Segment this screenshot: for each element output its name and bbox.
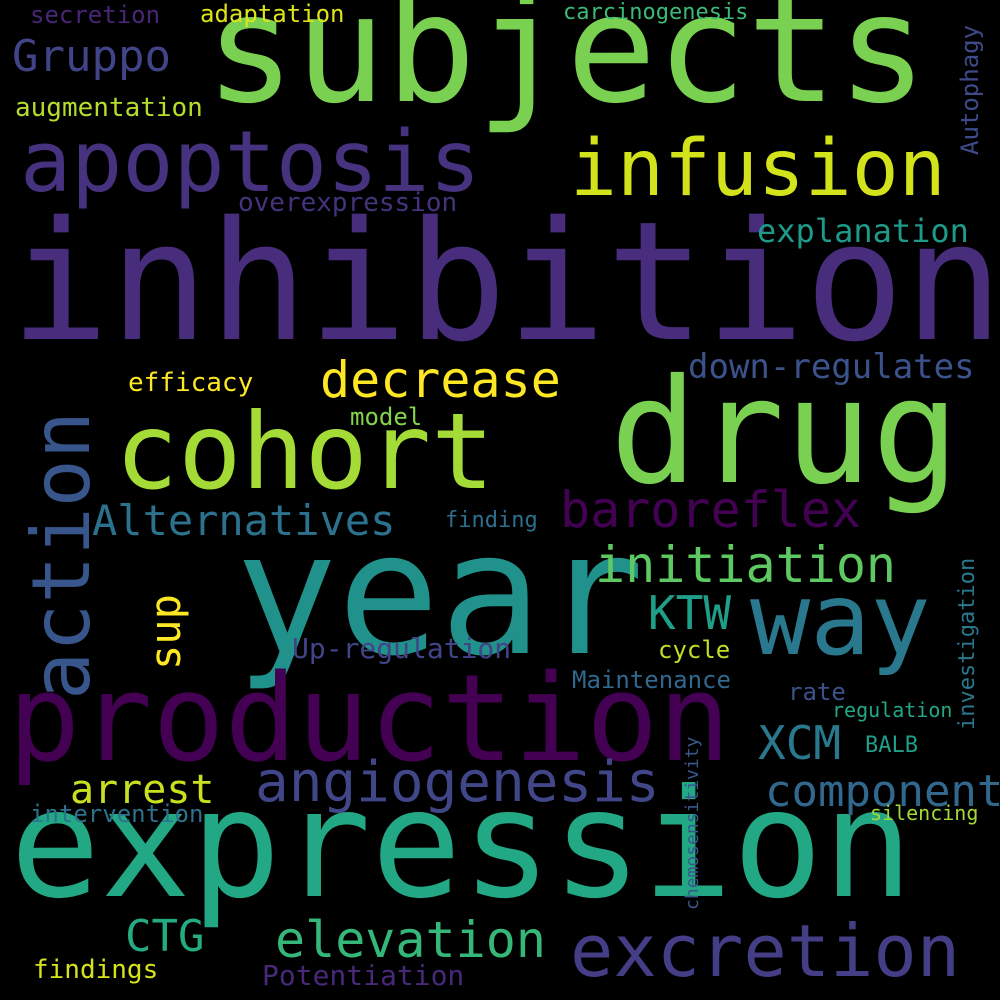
word-potentiation: Potentiation: [262, 959, 465, 992]
word-cycle: cycle: [658, 636, 731, 664]
word-gruppo: Gruppo: [12, 31, 171, 82]
word-excretion: excretion: [570, 909, 961, 993]
word-silencing: silencing: [870, 801, 979, 825]
word-investigation: investigation: [955, 557, 980, 730]
word-explanation: explanation: [757, 212, 969, 250]
word-findings: findings: [33, 955, 159, 985]
word-inhibition: inhibition: [10, 186, 1000, 378]
word-decrease: decrease: [320, 351, 561, 409]
word-component: component: [765, 766, 1000, 817]
word-initiation: initiation: [595, 536, 897, 594]
word-carcinogenesis: carcinogenesis: [563, 0, 749, 25]
word-rate: rate: [788, 678, 846, 706]
word-regulation: regulation: [832, 698, 953, 722]
word-cohort: cohort: [115, 391, 495, 513]
word-chemosensitivity: chemosensitivity: [682, 736, 703, 910]
word-expression: expression: [10, 758, 914, 932]
word-infusion: infusion: [570, 124, 946, 214]
word-action: action: [15, 411, 108, 700]
word-intervention: intervention: [30, 800, 204, 828]
word-balb: BALB: [865, 733, 918, 758]
word-alternatives: Alternatives: [92, 496, 396, 545]
word-subjects: subjects: [205, 0, 928, 137]
word-ctg: CTG: [125, 911, 205, 962]
word-adaptation: adaptation: [200, 0, 345, 28]
word-angiogenesis: angiogenesis: [255, 750, 660, 815]
word-ktw: KTW: [648, 586, 732, 640]
word-maintenance: Maintenance: [572, 666, 731, 694]
word-sup: sup: [141, 594, 190, 670]
word-arrest: arrest: [70, 767, 215, 813]
word-apoptosis: apoptosis: [20, 113, 481, 212]
word-overexpression: overexpression: [238, 188, 458, 218]
word-down-regulates: down-regulates: [688, 347, 975, 387]
word-up-regulation: Up-regulation: [292, 632, 512, 665]
word-year: year: [235, 496, 645, 694]
word-finding: finding: [445, 508, 538, 533]
word-model: model: [350, 403, 423, 431]
word-augmentation: augmentation: [15, 93, 203, 123]
word-baroreflex: baroreflex: [560, 481, 862, 539]
word-xcm: XCM: [758, 716, 842, 770]
word-secretion: secretion: [30, 1, 161, 29]
word-efficacy: efficacy: [128, 368, 254, 398]
word-production: production: [8, 650, 731, 789]
word-way: way: [750, 561, 931, 678]
word-autophagy: Autophagy: [956, 24, 984, 155]
word-drug: drug: [610, 348, 960, 517]
word-elevation: elevation: [275, 911, 546, 969]
